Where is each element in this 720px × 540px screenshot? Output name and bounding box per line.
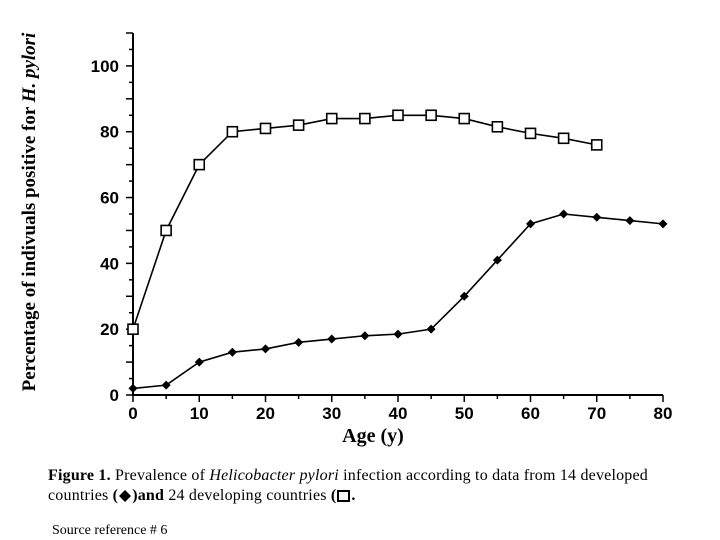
data-point bbox=[292, 119, 305, 131]
x-tick-label: 60 bbox=[521, 404, 540, 423]
data-point bbox=[294, 337, 304, 347]
figure-label: Figure 1. bbox=[48, 467, 111, 484]
caption-paren: )and bbox=[132, 487, 165, 504]
chart-series bbox=[127, 109, 668, 393]
data-point bbox=[127, 323, 139, 335]
data-point bbox=[524, 127, 537, 140]
y-tick-label: 100 bbox=[91, 57, 119, 76]
data-point bbox=[426, 324, 436, 334]
caption-paren: ( bbox=[112, 487, 119, 504]
data-point bbox=[227, 347, 237, 357]
caption-text: Prevalence of bbox=[115, 467, 206, 484]
series-line bbox=[132, 114, 597, 330]
x-axis-label: Age (y) bbox=[342, 425, 404, 447]
y-axis-ticks: 0 20 40 60 80 100 bbox=[91, 32, 133, 405]
filled-diamond-marker-icon bbox=[119, 490, 132, 503]
x-tick-label: 50 bbox=[455, 404, 474, 423]
y-tick-label: 40 bbox=[100, 254, 119, 273]
y-axis-label-species: H. pylori bbox=[19, 32, 40, 103]
data-point bbox=[491, 120, 504, 133]
y-tick-label: 20 bbox=[100, 320, 119, 339]
x-tick-label: 20 bbox=[256, 404, 275, 423]
data-point bbox=[492, 255, 502, 265]
y-axis-label-text: Percentage of indivuals positive for bbox=[19, 102, 40, 391]
data-point bbox=[425, 109, 437, 122]
data-point bbox=[526, 219, 535, 229]
data-point bbox=[327, 334, 337, 344]
x-tick-label: 70 bbox=[587, 404, 606, 423]
series-open-square bbox=[127, 109, 603, 335]
caption-text: 24 developing countries bbox=[168, 487, 327, 504]
caption-text: infection according to data from 14 deve… bbox=[48, 467, 648, 504]
x-tick-label: 10 bbox=[190, 404, 209, 423]
data-point bbox=[658, 219, 668, 229]
data-point bbox=[261, 344, 270, 354]
caption-species: Helicobacter pylori bbox=[209, 467, 339, 484]
data-point bbox=[194, 357, 204, 367]
data-point bbox=[259, 122, 272, 135]
source-reference: Source reference # 6 bbox=[52, 523, 168, 538]
series-line bbox=[132, 213, 664, 390]
data-point bbox=[128, 383, 138, 393]
caption-paren: . bbox=[351, 487, 356, 504]
data-point bbox=[392, 109, 404, 122]
y-axis-label: Percentage of indivuals positive for H. … bbox=[19, 32, 40, 391]
data-point bbox=[325, 112, 338, 125]
data-point bbox=[559, 209, 569, 219]
data-point bbox=[393, 329, 403, 339]
x-tick-label: 0 bbox=[128, 404, 137, 423]
data-point bbox=[193, 158, 206, 171]
open-square-marker-icon bbox=[337, 490, 351, 503]
y-tick-label: 60 bbox=[100, 189, 119, 208]
data-point bbox=[592, 212, 602, 222]
x-axis-ticks: 0 10 20 30 40 50 60 70 80 bbox=[128, 395, 672, 423]
series-filled-diamond bbox=[128, 209, 668, 393]
data-point bbox=[557, 132, 570, 145]
chart-axes bbox=[132, 33, 663, 396]
figure-caption: Figure 1. Prevalence of Helicobacter pyl… bbox=[48, 466, 708, 506]
data-point bbox=[160, 224, 172, 237]
data-point bbox=[459, 291, 469, 301]
data-point bbox=[359, 112, 371, 125]
data-point bbox=[226, 125, 239, 138]
line-chart: 0 20 40 60 80 100 0 10 20 30 40 50 60 70 80 Age (y) P… bbox=[19, 32, 672, 447]
caption-paren: ( bbox=[330, 487, 337, 504]
data-point bbox=[360, 331, 370, 341]
x-tick-label: 40 bbox=[389, 404, 408, 423]
data-point bbox=[161, 380, 171, 390]
data-point bbox=[590, 139, 603, 151]
data-point bbox=[625, 216, 635, 226]
y-tick-label: 80 bbox=[100, 123, 119, 142]
data-point bbox=[458, 112, 471, 125]
x-tick-label: 80 bbox=[654, 404, 673, 423]
x-tick-label: 30 bbox=[322, 404, 341, 423]
y-tick-label: 0 bbox=[110, 386, 119, 405]
